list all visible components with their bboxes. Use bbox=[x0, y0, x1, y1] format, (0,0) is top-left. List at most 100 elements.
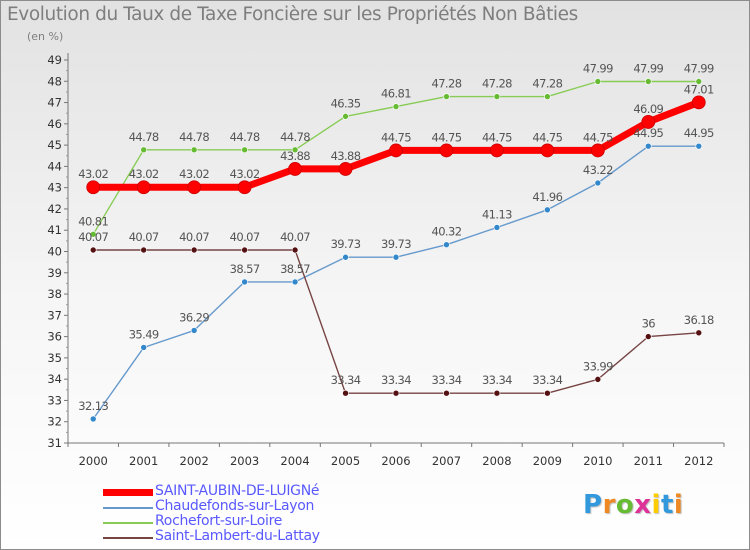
y-tick-label: 44 bbox=[47, 159, 62, 173]
data-label: 33.34 bbox=[482, 373, 512, 387]
data-point bbox=[540, 143, 555, 158]
y-tick-label: 45 bbox=[47, 138, 62, 152]
data-label: 41.96 bbox=[532, 190, 562, 204]
data-point bbox=[190, 327, 198, 334]
data-label: 44.75 bbox=[381, 130, 411, 144]
data-point bbox=[544, 389, 551, 397]
data-label: 44.75 bbox=[482, 130, 512, 144]
data-point bbox=[392, 389, 400, 397]
x-tick-label: 2004 bbox=[280, 454, 309, 468]
y-tick-label: 32 bbox=[47, 415, 62, 429]
data-point bbox=[190, 246, 198, 254]
data-label: 44.78 bbox=[179, 130, 209, 144]
data-label: 44.75 bbox=[583, 130, 613, 144]
data-label: 33.34 bbox=[532, 373, 562, 387]
data-label: 44.95 bbox=[684, 126, 714, 140]
x-tick-label: 2011 bbox=[634, 454, 663, 468]
logo-letter: P bbox=[583, 490, 603, 520]
x-tick-label: 2007 bbox=[432, 454, 461, 468]
series-2 bbox=[89, 78, 703, 238]
data-point bbox=[590, 143, 605, 158]
data-label: 43.02 bbox=[78, 167, 108, 181]
data-label: 46.09 bbox=[633, 102, 663, 116]
data-label: 47.01 bbox=[684, 82, 714, 96]
data-label: 46.81 bbox=[381, 87, 411, 101]
legend-swatch bbox=[103, 489, 153, 496]
data-point bbox=[389, 143, 403, 158]
data-point bbox=[241, 246, 248, 254]
data-point bbox=[89, 415, 97, 423]
data-label: 40.32 bbox=[431, 225, 461, 239]
data-label: 36 bbox=[642, 317, 656, 331]
x-tick-label: 2000 bbox=[79, 454, 108, 468]
legend: SAINT-AUBIN-DE-LUIGNé Chaudefonds-sur-Lay… bbox=[103, 483, 433, 547]
data-point bbox=[392, 253, 400, 261]
legend-swatch bbox=[103, 522, 153, 524]
data-label: 40.07 bbox=[179, 230, 209, 244]
data-point bbox=[338, 162, 353, 176]
data-label: 44.78 bbox=[129, 130, 159, 144]
y-tick-label: 47 bbox=[47, 96, 62, 110]
data-point bbox=[641, 115, 656, 129]
data-label: 40.07 bbox=[230, 230, 260, 244]
y-tick-label: 31 bbox=[47, 436, 62, 450]
data-point bbox=[645, 333, 652, 340]
logo-letter: i bbox=[673, 490, 684, 520]
data-label: 43.88 bbox=[331, 149, 361, 163]
data-label: 44.95 bbox=[633, 126, 663, 140]
x-tick-label: 2006 bbox=[381, 454, 410, 468]
legend-item: SAINT-AUBIN-DE-LUIGNé bbox=[103, 483, 433, 499]
data-point bbox=[140, 344, 147, 351]
data-point bbox=[288, 162, 302, 176]
data-point bbox=[136, 180, 151, 195]
x-tick-label: 2008 bbox=[482, 454, 511, 468]
data-label: 47.99 bbox=[583, 61, 613, 75]
data-point bbox=[695, 78, 703, 85]
data-point bbox=[544, 206, 551, 214]
data-point bbox=[493, 93, 501, 100]
data-label: 40.81 bbox=[78, 214, 108, 228]
logo-letter: r bbox=[602, 490, 616, 520]
data-label: 33.34 bbox=[431, 373, 461, 387]
data-point bbox=[190, 146, 198, 154]
data-label: 39.73 bbox=[331, 237, 361, 251]
data-point bbox=[89, 230, 97, 238]
data-label: 36.29 bbox=[179, 310, 209, 324]
data-point bbox=[140, 246, 147, 254]
y-tick-label: 33 bbox=[47, 393, 62, 407]
data-label: 41.13 bbox=[482, 207, 512, 221]
y-tick-label: 38 bbox=[47, 287, 62, 301]
y-tick-label: 39 bbox=[47, 266, 62, 280]
data-point bbox=[695, 142, 703, 150]
data-point bbox=[544, 93, 551, 100]
data-label: 47.28 bbox=[431, 77, 461, 91]
data-point bbox=[342, 389, 349, 397]
data-point bbox=[342, 253, 349, 261]
legend-label: Rochefort-sur-Loire bbox=[155, 513, 283, 529]
legend-swatch bbox=[103, 537, 153, 539]
data-label: 47.99 bbox=[633, 61, 663, 75]
data-point bbox=[443, 241, 450, 248]
y-tick-label: 41 bbox=[47, 223, 62, 237]
data-point bbox=[594, 179, 602, 187]
data-label: 40.07 bbox=[129, 230, 159, 244]
data-point bbox=[237, 180, 252, 195]
data-point bbox=[291, 246, 299, 254]
data-point bbox=[695, 329, 703, 337]
legend-label: Saint-Lambert-du-Lattay bbox=[155, 528, 320, 544]
chart-subtitle: (en %) bbox=[27, 30, 64, 43]
data-label: 47.99 bbox=[684, 61, 714, 75]
data-point bbox=[594, 78, 602, 85]
data-label: 44.78 bbox=[280, 130, 310, 144]
data-label: 44.75 bbox=[431, 130, 461, 144]
data-label: 43.88 bbox=[280, 149, 310, 163]
data-label: 44.75 bbox=[532, 130, 562, 144]
data-label: 38.57 bbox=[230, 262, 260, 276]
x-tick-label: 2012 bbox=[684, 454, 713, 468]
data-point bbox=[645, 142, 652, 150]
x-tick-label: 2003 bbox=[230, 454, 259, 468]
data-point bbox=[439, 143, 454, 158]
data-label: 43.02 bbox=[129, 167, 159, 181]
data-point bbox=[342, 113, 349, 120]
